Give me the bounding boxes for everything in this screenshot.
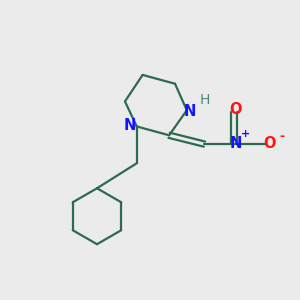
- Text: O: O: [229, 102, 242, 117]
- Text: -: -: [279, 130, 284, 143]
- Text: +: +: [241, 129, 250, 139]
- Text: O: O: [263, 136, 275, 151]
- Text: N: N: [229, 136, 242, 151]
- Text: H: H: [200, 93, 210, 107]
- Text: N: N: [124, 118, 136, 134]
- Text: N: N: [184, 104, 196, 119]
